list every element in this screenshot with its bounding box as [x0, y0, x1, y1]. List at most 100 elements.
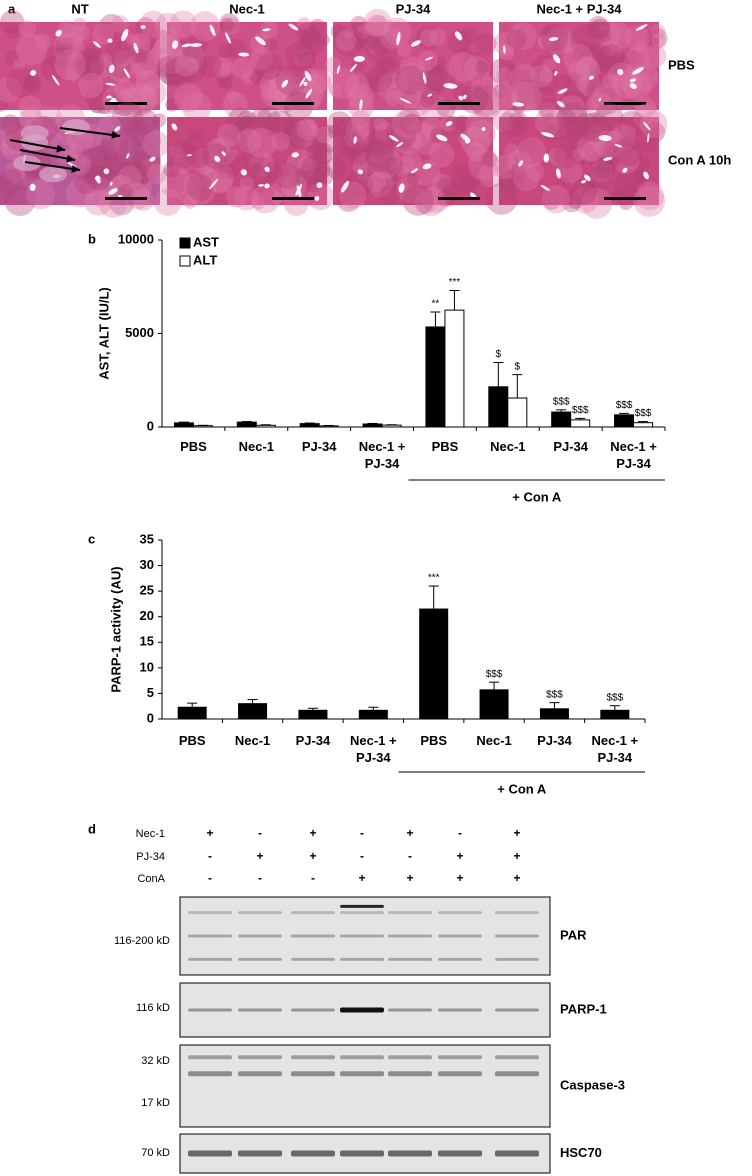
significance-label: ***: [428, 573, 440, 584]
vessel: [359, 99, 363, 111]
blot-band: [340, 904, 384, 908]
tissue-texture: [73, 24, 90, 41]
tissue-texture: [183, 172, 202, 192]
tissue-texture: [460, 26, 479, 45]
blot-band: [238, 957, 282, 961]
tissue-texture: [402, 184, 434, 216]
tissue-texture: [645, 122, 666, 143]
treatment-sign: -: [258, 871, 262, 885]
arrow: [19, 149, 76, 161]
tissue-texture: [218, 63, 231, 76]
tissue-texture: [264, 38, 278, 53]
tissue-texture: [251, 196, 265, 210]
tissue-texture: [389, 121, 417, 149]
scale-bar: [438, 197, 480, 200]
tissue-texture: [542, 35, 566, 58]
tissue-texture: [539, 68, 553, 83]
vessel: [629, 83, 637, 89]
tissue-texture: [478, 163, 503, 188]
tissue-texture: [108, 189, 135, 216]
tissue-texture: [366, 37, 384, 55]
blot-band: [495, 957, 539, 961]
tissue-texture: [131, 108, 158, 135]
tissue-texture: [576, 133, 605, 162]
tissue-texture: [533, 85, 557, 109]
tissue-texture: [202, 161, 234, 193]
tissue-texture: [420, 94, 450, 124]
tissue-texture: [4, 50, 20, 66]
tissue-texture: [5, 67, 36, 98]
tissue-texture: [344, 170, 373, 199]
tissue-texture: [251, 70, 266, 86]
tissue-texture: [542, 58, 556, 72]
tissue-texture: [508, 112, 525, 129]
vessel: [264, 166, 270, 172]
bar: [614, 414, 635, 428]
tissue-texture: [534, 108, 562, 136]
vessel: [209, 24, 216, 36]
tissue-texture: [350, 16, 367, 33]
tissue-texture: [607, 62, 635, 90]
tissue-texture: [596, 22, 622, 48]
tissue-texture: [554, 143, 580, 169]
tissue-texture: [84, 188, 112, 216]
treatment-sign: +: [513, 871, 520, 885]
tissue-texture: [282, 117, 313, 149]
tissue-texture: [381, 68, 409, 95]
tissue-texture: [352, 152, 383, 182]
tissue-texture: [586, 74, 617, 105]
bar: [539, 708, 569, 720]
tissue-texture: [88, 97, 105, 114]
tissue-texture: [153, 188, 182, 216]
vessel: [583, 174, 591, 182]
tissue-texture: [557, 90, 590, 122]
tissue-texture: [612, 146, 640, 174]
tissue-texture: [481, 151, 498, 168]
tissue-texture: [542, 191, 561, 210]
tissue-texture: [169, 144, 183, 159]
tissue-texture: [199, 158, 220, 179]
vessel: [255, 36, 266, 46]
tissue-texture: [236, 128, 262, 154]
vessel: [629, 78, 637, 83]
tissue-texture: [182, 139, 195, 152]
tissue-texture: [140, 85, 155, 101]
blot-band: [388, 1150, 432, 1157]
vessel: [555, 168, 561, 179]
tissue-texture: [490, 82, 519, 110]
vessel: [316, 182, 323, 189]
vessel: [140, 25, 146, 29]
panel-label: b: [88, 231, 96, 246]
tissue-texture: [146, 46, 172, 72]
bar: [419, 608, 449, 720]
vessel: [108, 64, 115, 73]
blot-band: [291, 1071, 335, 1077]
tissue-texture: [634, 40, 648, 54]
tissue-texture: [568, 60, 590, 82]
necrotic-area: [39, 166, 68, 183]
tissue-texture: [2, 135, 15, 149]
tissue-texture: [125, 81, 158, 114]
tissue-texture: [414, 160, 441, 187]
vessel: [288, 23, 299, 31]
bar: [255, 424, 276, 428]
tissue-texture: [545, 27, 574, 56]
tissue-texture: [34, 33, 51, 50]
bar: [236, 421, 257, 428]
tissue-texture: [400, 113, 423, 136]
bar: [298, 709, 328, 720]
tissue-texture: [281, 182, 295, 196]
vessel: [647, 133, 650, 143]
tissue-texture: [247, 127, 278, 158]
tissue-texture: [25, 179, 56, 210]
tissue-texture: [396, 164, 409, 178]
tissue-texture: [309, 18, 326, 36]
vessel: [518, 160, 524, 167]
vessel: [503, 45, 506, 54]
row-label: Con A 10h: [668, 152, 731, 167]
tissue-texture: [157, 55, 188, 86]
blot-band: [340, 1150, 384, 1157]
tissue-texture: [53, 32, 84, 64]
blot-band: [438, 934, 482, 938]
vessel: [121, 29, 129, 42]
